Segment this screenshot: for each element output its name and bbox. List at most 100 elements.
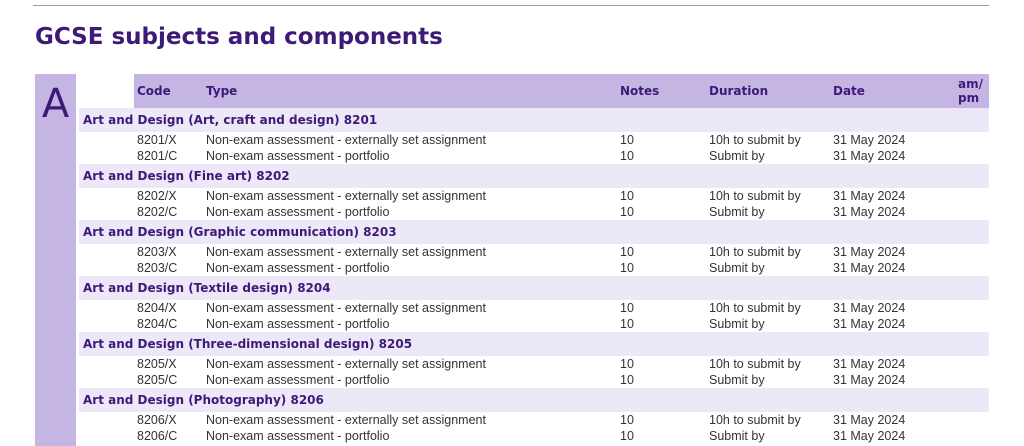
cell-code: 8206/X — [137, 413, 177, 427]
subject-group-header: Art and Design (Three-dimensional design… — [79, 332, 989, 356]
cell-date: 31 May 2024 — [833, 357, 906, 371]
component-rows: 8205/X Non-exam assessment - externally s… — [79, 356, 989, 388]
cell-notes: 10 — [620, 148, 634, 163]
cell-duration: 10h to submit by — [709, 357, 801, 371]
table-body: Art and Design (Art, craft and design) 8… — [79, 108, 989, 444]
subject-title: Art and Design (Three-dimensional design… — [83, 337, 413, 351]
cell-notes: 10 — [620, 316, 634, 331]
cell-code: 8206/C — [137, 428, 178, 443]
header-ampm-line1: am/ — [958, 77, 983, 91]
header-ampm-line2: pm — [958, 91, 980, 105]
table-row: 8205/C Non-exam assessment - portfolio 10 S… — [79, 373, 989, 389]
table-row: 8204/X Non-exam assessment - externally s… — [79, 301, 989, 317]
cell-duration: Submit by — [709, 260, 765, 275]
table-row: 8201/X Non-exam assessment - externally s… — [79, 133, 989, 149]
cell-type: Non-exam assessment - portfolio — [206, 260, 390, 275]
cell-code: 8203/C — [137, 260, 178, 275]
cell-type: Non-exam assessment - externally set ass… — [206, 133, 486, 147]
subject-group: Art and Design (Photography) 8206 8206/X N… — [79, 388, 989, 444]
cell-notes: 10 — [620, 260, 634, 275]
subject-group: Art and Design (Three-dimensional design… — [79, 332, 989, 388]
table-row: 8206/C Non-exam assessment - portfolio 10 S… — [79, 429, 989, 445]
section-letter-bar: A — [35, 74, 76, 446]
cell-code: 8205/C — [137, 372, 178, 387]
component-rows: 8201/X Non-exam assessment - externally s… — [79, 132, 989, 164]
cell-type: Non-exam assessment - externally set ass… — [206, 413, 486, 427]
cell-duration: Submit by — [709, 372, 765, 387]
header-ampm: am/pm — [958, 77, 986, 105]
cell-date: 31 May 2024 — [833, 133, 906, 147]
section-letter: A — [41, 81, 70, 127]
subject-title: Art and Design (Photography) 8206 — [83, 393, 324, 407]
subject-title: Art and Design (Fine art) 8202 — [83, 169, 290, 183]
cell-date: 31 May 2024 — [833, 413, 906, 427]
cell-code: 8201/X — [137, 133, 177, 147]
cell-notes: 10 — [620, 133, 634, 147]
cell-notes: 10 — [620, 301, 634, 315]
table-row: 8206/X Non-exam assessment - externally s… — [79, 413, 989, 429]
page-title: GCSE subjects and components — [35, 24, 443, 50]
table-row: 8202/C Non-exam assessment - portfolio 10 S… — [79, 205, 989, 221]
cell-code: 8203/X — [137, 245, 177, 259]
cell-type: Non-exam assessment - externally set ass… — [206, 245, 486, 259]
component-rows: 8203/X Non-exam assessment - externally s… — [79, 244, 989, 276]
cell-notes: 10 — [620, 204, 634, 219]
cell-duration: 10h to submit by — [709, 245, 801, 259]
component-rows: 8202/X Non-exam assessment - externally s… — [79, 188, 989, 220]
table-row: 8201/C Non-exam assessment - portfolio 10 S… — [79, 149, 989, 165]
subject-group: Art and Design (Fine art) 8202 8202/X Non-… — [79, 164, 989, 220]
cell-notes: 10 — [620, 189, 634, 203]
component-rows: 8204/X Non-exam assessment - externally s… — [79, 300, 989, 332]
cell-notes: 10 — [620, 413, 634, 427]
subject-group-header: Art and Design (Art, craft and design) 8… — [79, 108, 989, 132]
cell-notes: 10 — [620, 245, 634, 259]
subject-group: Art and Design (Art, craft and design) 8… — [79, 108, 989, 164]
cell-date: 31 May 2024 — [833, 204, 906, 219]
cell-duration: Submit by — [709, 204, 765, 219]
cell-date: 31 May 2024 — [833, 372, 906, 387]
subject-title: Art and Design (Art, craft and design) 8… — [83, 113, 378, 127]
top-divider — [33, 5, 989, 6]
cell-type: Non-exam assessment - externally set ass… — [206, 301, 486, 315]
cell-date: 31 May 2024 — [833, 189, 906, 203]
cell-type: Non-exam assessment - portfolio — [206, 372, 390, 387]
header-date: Date — [833, 84, 865, 98]
table-row: 8205/X Non-exam assessment - externally s… — [79, 357, 989, 373]
cell-date: 31 May 2024 — [833, 316, 906, 331]
cell-date: 31 May 2024 — [833, 428, 906, 443]
component-rows: 8206/X Non-exam assessment - externally s… — [79, 412, 989, 444]
table-row: 8203/X Non-exam assessment - externally s… — [79, 245, 989, 261]
cell-duration: 10h to submit by — [709, 189, 801, 203]
header-type: Type — [206, 84, 238, 98]
cell-notes: 10 — [620, 357, 634, 371]
subject-group-header: Art and Design (Textile design) 8204 — [79, 276, 989, 300]
cell-type: Non-exam assessment - externally set ass… — [206, 357, 486, 371]
cell-code: 8202/C — [137, 204, 178, 219]
table-row: 8203/C Non-exam assessment - portfolio 10 S… — [79, 261, 989, 277]
cell-code: 8201/C — [137, 148, 178, 163]
cell-type: Non-exam assessment - portfolio — [206, 148, 390, 163]
cell-date: 31 May 2024 — [833, 245, 906, 259]
cell-date: 31 May 2024 — [833, 301, 906, 315]
cell-duration: Submit by — [709, 316, 765, 331]
header-notes: Notes — [620, 84, 660, 98]
cell-date: 31 May 2024 — [833, 260, 906, 275]
cell-notes: 10 — [620, 428, 634, 443]
cell-duration: Submit by — [709, 148, 765, 163]
table-row: 8202/X Non-exam assessment - externally s… — [79, 189, 989, 205]
cell-code: 8204/C — [137, 316, 178, 331]
subject-group: Art and Design (Graphic communication) 8… — [79, 220, 989, 276]
cell-duration: 10h to submit by — [709, 301, 801, 315]
table-header-row: Code Type Notes Duration Date am/pm — [134, 74, 989, 108]
cell-code: 8205/X — [137, 357, 177, 371]
subject-group-header: Art and Design (Fine art) 8202 — [79, 164, 989, 188]
subject-title: Art and Design (Graphic communication) 8… — [83, 225, 397, 239]
table-row: 8204/C Non-exam assessment - portfolio 10 S… — [79, 317, 989, 333]
cell-duration: 10h to submit by — [709, 133, 801, 147]
cell-notes: 10 — [620, 372, 634, 387]
header-code: Code — [137, 84, 171, 98]
cell-date: 31 May 2024 — [833, 148, 906, 163]
cell-duration: 10h to submit by — [709, 413, 801, 427]
subjects-table: Code Type Notes Duration Date am/pm Art … — [79, 74, 989, 444]
cell-code: 8202/X — [137, 189, 177, 203]
